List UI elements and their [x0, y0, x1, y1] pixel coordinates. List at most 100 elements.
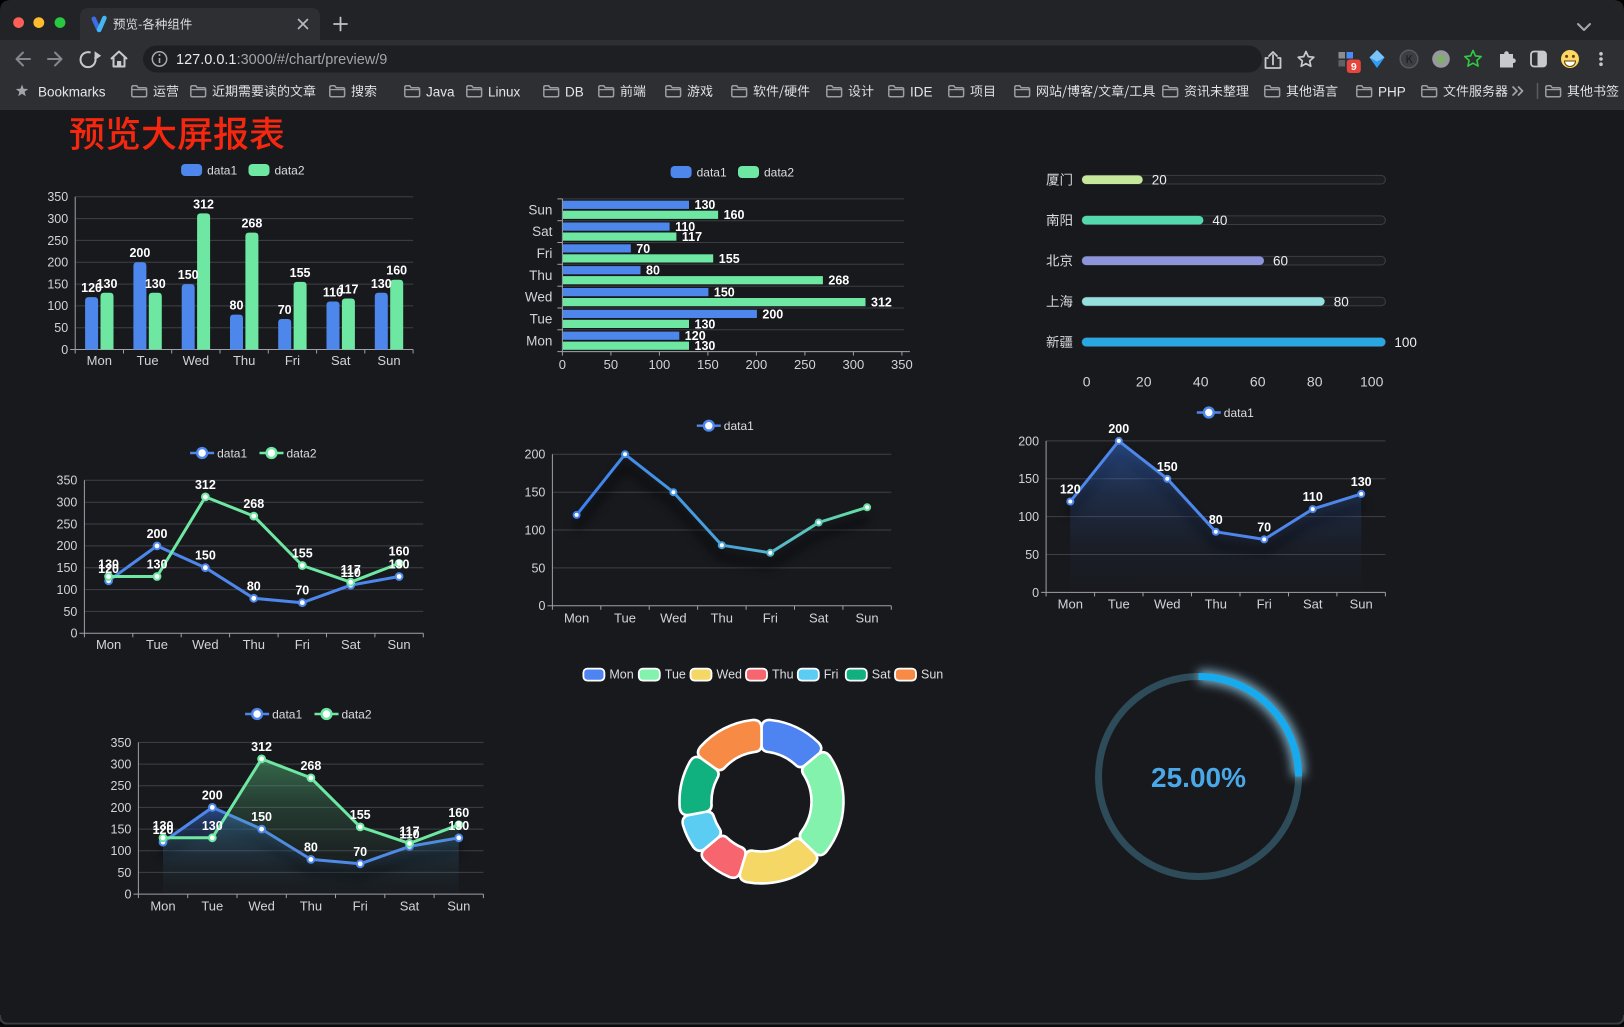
svg-text:Sat: Sat [400, 899, 420, 914]
svg-text:Sat: Sat [331, 353, 351, 368]
svg-text:Bookmarks: Bookmarks [38, 84, 106, 99]
svg-text:130: 130 [1351, 475, 1372, 489]
svg-text:IDE: IDE [910, 84, 933, 99]
svg-text:Sun: Sun [528, 202, 552, 217]
svg-text:150: 150 [111, 823, 132, 837]
svg-text:Tue: Tue [201, 899, 223, 914]
svg-text:200: 200 [525, 448, 546, 462]
svg-text:150: 150 [195, 549, 216, 563]
svg-text:117: 117 [341, 563, 361, 577]
svg-text:150: 150 [57, 561, 78, 575]
svg-text:Thu: Thu [772, 668, 794, 682]
svg-text:Tue: Tue [146, 637, 168, 652]
svg-text:Fri: Fri [295, 637, 310, 652]
svg-text:120: 120 [685, 329, 706, 343]
svg-text:Wed: Wed [1154, 597, 1181, 612]
svg-text:Mon: Mon [150, 899, 175, 914]
svg-text:Fri: Fri [1257, 597, 1272, 612]
svg-text:80: 80 [304, 840, 318, 854]
svg-text:Sun: Sun [447, 899, 470, 914]
svg-text:60: 60 [1273, 254, 1288, 269]
svg-text:data1: data1 [217, 446, 247, 460]
svg-text:Wed: Wed [660, 611, 687, 626]
svg-text:Wed: Wed [192, 637, 219, 652]
svg-text:Fri: Fri [285, 353, 300, 368]
svg-text:Sun: Sun [921, 668, 943, 682]
svg-text:155: 155 [292, 547, 313, 561]
svg-text:Wed: Wed [525, 290, 553, 305]
svg-text:155: 155 [719, 252, 740, 266]
svg-text:Tue: Tue [614, 611, 636, 626]
svg-text:DB: DB [565, 84, 584, 99]
svg-text:25.00%: 25.00% [1151, 762, 1246, 793]
svg-text:110: 110 [399, 827, 419, 841]
svg-text:300: 300 [111, 757, 132, 771]
svg-text:80: 80 [1209, 513, 1223, 527]
svg-text:100: 100 [1394, 335, 1417, 350]
svg-text:Fri: Fri [824, 668, 839, 682]
svg-text:data2: data2 [287, 446, 317, 460]
svg-text:300: 300 [47, 212, 68, 226]
svg-text:Thu: Thu [1205, 597, 1227, 612]
svg-text:117: 117 [399, 824, 419, 838]
svg-text:268: 268 [241, 217, 262, 231]
svg-text:120: 120 [1060, 483, 1081, 497]
svg-text:350: 350 [111, 736, 132, 750]
svg-text:312: 312 [871, 296, 892, 310]
svg-text:Java: Java [426, 84, 455, 99]
svg-text:50: 50 [63, 605, 77, 619]
svg-text:350: 350 [47, 190, 68, 204]
svg-text:Sun: Sun [1350, 597, 1373, 612]
svg-text:312: 312 [195, 478, 216, 492]
svg-text:data1: data1 [724, 419, 754, 433]
svg-text:50: 50 [531, 561, 545, 575]
svg-text:160: 160 [724, 208, 745, 222]
svg-text:130: 130 [202, 819, 223, 833]
svg-text:312: 312 [251, 740, 272, 754]
svg-text:130: 130 [695, 339, 716, 353]
svg-text:Linux: Linux [488, 84, 521, 99]
svg-text:data2: data2 [275, 163, 305, 177]
svg-text:40: 40 [1193, 374, 1209, 390]
svg-text:110: 110 [1303, 490, 1323, 504]
svg-text:200: 200 [147, 527, 168, 541]
svg-text:200: 200 [111, 801, 132, 815]
svg-text:110: 110 [675, 220, 695, 234]
svg-text:200: 200 [57, 539, 78, 553]
svg-text:Sat: Sat [872, 668, 891, 682]
svg-text:150: 150 [47, 277, 68, 291]
svg-text:100: 100 [57, 583, 78, 597]
svg-text:130: 130 [153, 819, 174, 833]
svg-text:Thu: Thu [300, 899, 322, 914]
svg-text:300: 300 [57, 496, 78, 510]
svg-text:300: 300 [843, 357, 865, 372]
svg-text:0: 0 [559, 357, 566, 372]
svg-text:0: 0 [538, 599, 545, 613]
svg-text:Mon: Mon [87, 353, 112, 368]
svg-text:Tue: Tue [530, 312, 553, 327]
svg-text:110: 110 [323, 286, 343, 300]
svg-text:200: 200 [47, 256, 68, 270]
svg-text:Fri: Fri [763, 611, 778, 626]
svg-text:data2: data2 [342, 707, 372, 721]
svg-text:117: 117 [338, 283, 358, 297]
svg-text:80: 80 [247, 579, 261, 593]
svg-text:0: 0 [61, 343, 68, 357]
svg-text:350: 350 [57, 474, 78, 488]
svg-text:data1: data1 [697, 165, 727, 179]
svg-text:Sat: Sat [809, 611, 829, 626]
svg-text:Thu: Thu [529, 268, 552, 283]
svg-text:data1: data1 [1224, 406, 1254, 420]
svg-text:130: 130 [145, 277, 166, 291]
svg-text:80: 80 [646, 264, 660, 278]
svg-text:50: 50 [54, 321, 68, 335]
svg-text:data2: data2 [764, 165, 794, 179]
svg-text:0: 0 [1083, 374, 1091, 390]
svg-text:200: 200 [746, 357, 768, 372]
svg-text:200: 200 [129, 246, 150, 260]
svg-text:312: 312 [193, 197, 214, 211]
svg-text:160: 160 [389, 544, 410, 558]
svg-text:250: 250 [57, 517, 78, 531]
svg-text:150: 150 [251, 810, 272, 824]
svg-text:Thu: Thu [233, 353, 255, 368]
